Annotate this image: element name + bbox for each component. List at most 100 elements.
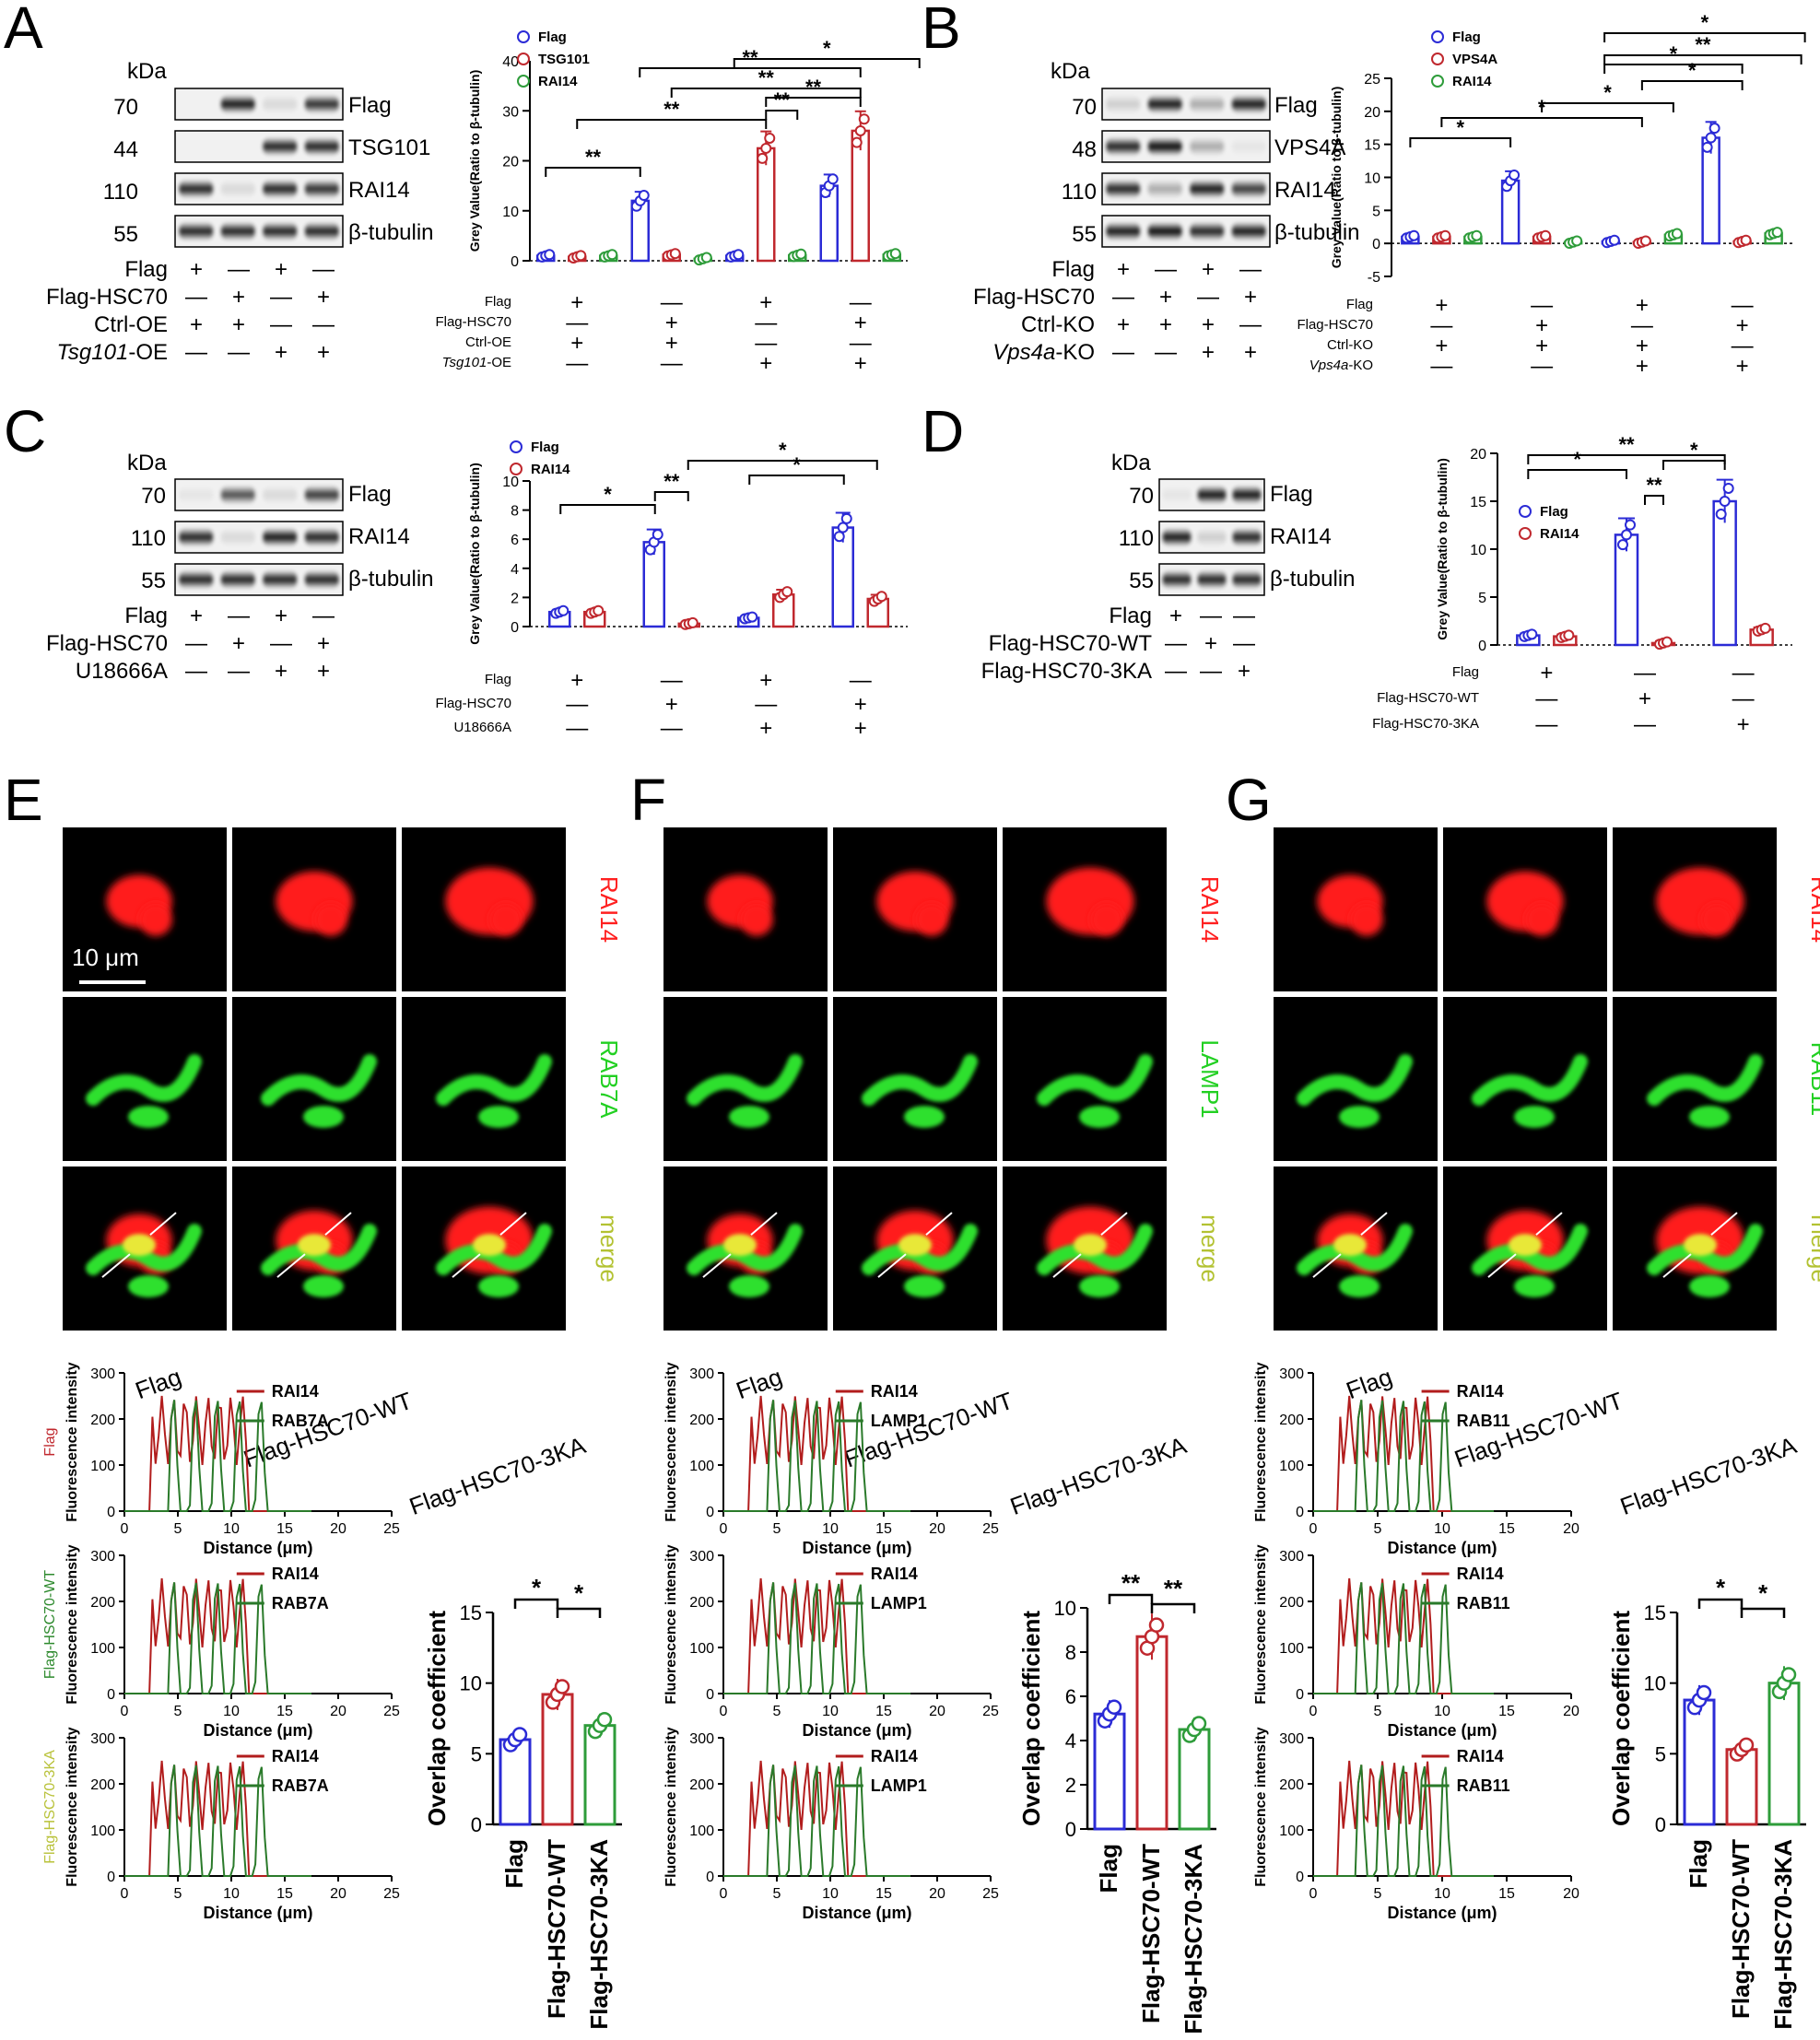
- marker-44: 44: [113, 137, 138, 162]
- y-tick-label: 0: [1296, 1870, 1304, 1885]
- data-point: [837, 522, 849, 533]
- green-signal: [687, 1054, 803, 1107]
- y-axis-label: Overlap coefficient: [1017, 1611, 1045, 1826]
- sign: +: [190, 312, 203, 337]
- sign: +: [275, 257, 288, 282]
- imaging-panel-g: RAI14RAB11mergeFlagFlag-HSC70-WTFlag-HSC…: [1274, 827, 1820, 1520]
- legend-label: LAMP1: [871, 1594, 927, 1612]
- y-tick-label: 300: [90, 1731, 115, 1747]
- category-label: Flag-HSC70-WT: [1137, 1844, 1165, 2023]
- arrow: [1100, 1212, 1128, 1236]
- sig-mark: **: [1164, 1575, 1183, 1602]
- data-point: [606, 249, 618, 261]
- data-point: [1148, 1617, 1165, 1633]
- blot-band: [179, 527, 213, 547]
- green-signal: [729, 1106, 769, 1129]
- green-signal: [1514, 1106, 1555, 1129]
- y-tick-label: 10: [1364, 171, 1380, 187]
- y-tick-label: 300: [689, 1731, 714, 1747]
- red-signal: [1525, 903, 1558, 936]
- channel-label: merge: [1806, 1214, 1820, 1283]
- sign: —: [1732, 686, 1755, 711]
- sign: —: [1634, 661, 1656, 686]
- panel-label-e: E: [4, 767, 43, 833]
- y-axis-label: Fluorescence intensity: [663, 1362, 679, 1521]
- x-tick-label: 10: [822, 1521, 839, 1537]
- legend-label: RAI14: [1457, 1747, 1504, 1765]
- row-label-italic: Vps4a: [992, 340, 1055, 365]
- sign: +: [1202, 312, 1215, 337]
- band-label-tubulin: β-tubulin: [348, 220, 434, 245]
- sig-mark: *: [1603, 81, 1612, 104]
- y-tick-label: 4: [511, 562, 519, 578]
- band-label-rai14: RAI14: [348, 178, 410, 203]
- sig-mark: **: [742, 46, 758, 69]
- overlap-bar: [1178, 1728, 1211, 1831]
- x-tick-label: 0: [720, 1704, 728, 1719]
- legend-marker: [517, 75, 530, 88]
- band-label-flag: Flag: [1270, 482, 1313, 507]
- data-point: [554, 1679, 570, 1694]
- y-tick-label: 200: [90, 1413, 115, 1428]
- sign: —: [1634, 712, 1656, 737]
- yellow-colocalization: [473, 1234, 506, 1257]
- legend-label: RAB7A: [272, 1776, 329, 1795]
- panel-label-d: D: [922, 398, 964, 464]
- sign: +: [1636, 293, 1649, 318]
- sign: —: [661, 351, 683, 376]
- y-tick-label: 25: [1364, 72, 1380, 88]
- blot-band: [179, 221, 213, 241]
- y-tick-label: 15: [1364, 138, 1380, 154]
- sign: —: [228, 257, 250, 282]
- x-tick-label: 15: [1498, 1704, 1515, 1719]
- row-label-italic: Tsg101: [442, 355, 487, 370]
- arrow: [276, 1253, 306, 1278]
- sig-mark: *: [604, 483, 612, 506]
- sign: +: [1535, 313, 1548, 338]
- legend-label: Flag: [1540, 504, 1568, 520]
- row-label: Flag: [1452, 664, 1479, 680]
- legend-label: RAI14: [272, 1382, 319, 1401]
- y-tick-label: 0: [107, 1870, 115, 1885]
- arrow: [1535, 1212, 1563, 1236]
- sig-bracket: [1697, 1598, 1744, 1609]
- yellow-colocalization: [298, 1234, 331, 1257]
- green-signal: [1339, 1106, 1380, 1129]
- row-label: Flag: [485, 294, 511, 310]
- sign: —: [1239, 257, 1262, 282]
- y-tick-label: 0: [1372, 237, 1380, 252]
- x-tick-label: 20: [330, 1521, 346, 1537]
- channel-label: RAI14: [595, 876, 623, 943]
- marker-110: 110: [131, 526, 166, 551]
- blot-band: [1232, 485, 1262, 505]
- sign: —: [1239, 312, 1262, 337]
- marker-110: 110: [1119, 526, 1154, 551]
- data-point: [593, 604, 605, 616]
- x-tick-label: 5: [773, 1704, 781, 1719]
- overlap-bar: [1135, 1635, 1168, 1831]
- sign: —: [755, 331, 777, 356]
- sig-bracket: [559, 504, 656, 514]
- channel-label: RAB11: [1806, 1042, 1820, 1116]
- data-point: [638, 190, 650, 202]
- y-axis-label: Fluorescence intensity: [1253, 1544, 1269, 1704]
- sig-bracket: [1603, 54, 1802, 64]
- imaging-panel-f: RAI14 LAMP1 merge Flag Flag-HSC70-WTFlag-HSC…: [663, 827, 1224, 1520]
- sig-mark: **: [663, 470, 680, 493]
- x-tick-label: 10: [1434, 1886, 1450, 1902]
- legend-label: Flag: [531, 440, 559, 455]
- category-label: Flag: [1095, 1844, 1122, 1893]
- blot-band: [1162, 527, 1192, 547]
- x-tick-label: 10: [1434, 1704, 1450, 1719]
- y-tick-label: 10: [1644, 1672, 1666, 1695]
- sign: —: [228, 604, 250, 628]
- sign: —: [312, 257, 335, 282]
- sig-mark: **: [1695, 33, 1711, 56]
- x-tick-label: 15: [1498, 1886, 1515, 1902]
- x-tick-label: 15: [875, 1704, 892, 1719]
- data-point: [669, 248, 681, 260]
- marker-55: 55: [1072, 222, 1097, 247]
- data-point: [1471, 229, 1483, 241]
- red-signal: [915, 903, 948, 936]
- blot-band: [1197, 569, 1227, 590]
